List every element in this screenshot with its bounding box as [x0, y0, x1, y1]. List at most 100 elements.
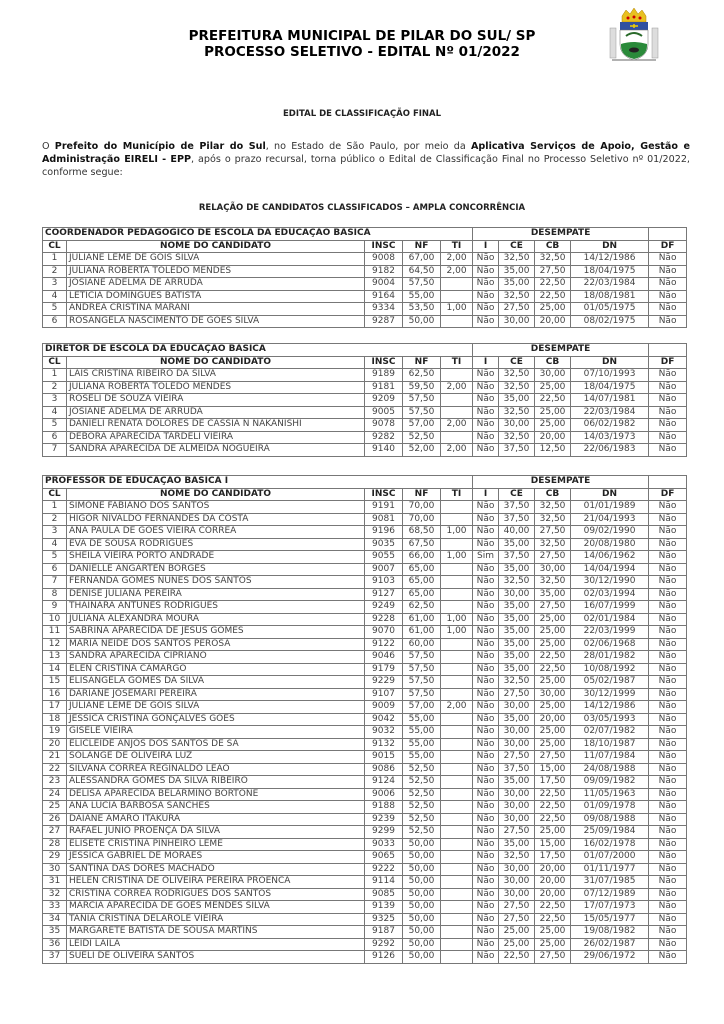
cell-ce: 32,50 — [498, 405, 536, 419]
cell-cl: 36 — [42, 937, 67, 951]
para-bold-text: Aplicativa Serviços de Apoio, Gestão e A… — [42, 141, 690, 165]
cell-i: Não — [472, 912, 500, 926]
cell-i: Não — [472, 512, 500, 526]
cell-insc: 9033 — [364, 837, 403, 851]
cell-dn: 07/10/1993 — [570, 368, 650, 382]
cell-name: ANA LUCIA BARBOSA SANCHES — [66, 800, 365, 814]
cell-df: Não — [648, 937, 688, 951]
cell-cb: 12,50 — [534, 443, 572, 457]
cell-df: Não — [648, 252, 688, 266]
cell-insc: 9191 — [364, 500, 403, 514]
cell-df: Não — [648, 912, 688, 926]
cell-df: Não — [648, 512, 688, 526]
desempate-header: DESEMPATE — [472, 227, 650, 241]
table-row: 9 THAINARA ANTUNES RODRIGUES 9249 62,50 Não 3… — [42, 600, 688, 614]
cell-df: Não — [648, 787, 688, 801]
cell-ti: 1,00 — [439, 525, 474, 539]
column-header-insc: INSC — [364, 487, 403, 501]
cell-name: DANIELI RENATA DOLORES DE CÁSSIA N NAKAN… — [66, 418, 365, 432]
cell-cb: 25,00 — [534, 725, 572, 739]
cell-dn: 28/01/1982 — [570, 650, 650, 664]
column-header-dn: DN — [570, 355, 650, 369]
cell-cb: 25,00 — [534, 637, 572, 651]
cell-i: Não — [472, 264, 500, 278]
para-text: , no Estado de São Paulo, por meio da — [265, 141, 471, 152]
cell-cl: 4 — [42, 405, 67, 419]
para-text: , após o prazo recursal, torna público o… — [42, 154, 690, 178]
cell-df: Não — [648, 637, 688, 651]
cell-cb: 27,50 — [534, 750, 572, 764]
cell-ce: 25,00 — [498, 925, 536, 939]
cell-nf: 50,00 — [402, 875, 441, 889]
column-header-cb: CB — [534, 487, 572, 501]
cell-i: Não — [472, 737, 500, 751]
cell-name: DANIELLE ANGARTEN BORGES — [66, 562, 365, 576]
cell-df: Não — [648, 575, 688, 589]
cell-ce: 35,00 — [498, 775, 536, 789]
cell-ti — [439, 393, 474, 407]
cell-cl: 18 — [42, 712, 67, 726]
cell-name: SILVANA CORRÊA REGINALDO LEÃO — [66, 762, 365, 776]
cell-dn: 22/03/1984 — [570, 405, 650, 419]
cell-df: Não — [648, 500, 688, 514]
cell-ce: 30,00 — [498, 800, 536, 814]
cell-dn: 11/05/1963 — [570, 787, 650, 801]
cell-dn: 26/02/1987 — [570, 937, 650, 951]
title-line-2: PROCESSO SELETIVO - EDITAL Nº 01/2022 — [204, 44, 520, 60]
cell-cl: 35 — [42, 925, 67, 939]
cell-cl: 1 — [42, 368, 67, 382]
cell-name: DENISE JULIANA PEREIRA — [66, 587, 365, 601]
cell-nf: 65,00 — [402, 575, 441, 589]
table-row: 1 LAIS CRISTINA RIBEIRO DA SILVA 9189 62,50… — [42, 368, 688, 382]
cell-name: DELISA APARECIDA BELARMINO BORTONE — [66, 787, 365, 801]
cell-df: Não — [648, 825, 688, 839]
table-row: 14 ELEN CRISTINA CAMARGO 9179 57,50 Não 35,00… — [42, 662, 688, 676]
cell-insc: 9179 — [364, 662, 403, 676]
cell-i: Não — [472, 575, 500, 589]
cell-nf: 55,00 — [402, 289, 441, 303]
cell-cb: 27,50 — [534, 600, 572, 614]
cell-ti: 2,00 — [439, 443, 474, 457]
cell-name: SANTINA DAS DORES MACHADO — [66, 862, 365, 876]
cell-cl: 3 — [42, 393, 67, 407]
column-header-cl: CL — [42, 487, 67, 501]
cell-name: ELISETE CRISTINA PINHEIRO LEME — [66, 837, 365, 851]
table-row: 22 SILVANA CORRÊA REGINALDO LEÃO 9086 52,50… — [42, 762, 688, 776]
cell-cb: 22,50 — [534, 912, 572, 926]
cell-insc: 9287 — [364, 314, 403, 328]
cell-df: Não — [648, 662, 688, 676]
cell-df: Não — [648, 737, 688, 751]
cell-ce: 32,50 — [498, 368, 536, 382]
cell-nf: 53,50 — [402, 302, 441, 316]
cell-i: Não — [472, 277, 500, 291]
cell-cb: 25,00 — [534, 612, 572, 626]
cell-i: Não — [472, 650, 500, 664]
cell-ti — [439, 500, 474, 514]
cell-df: Não — [648, 687, 688, 701]
cell-cb: 30,00 — [534, 687, 572, 701]
cell-df: Não — [648, 712, 688, 726]
cell-ce: 32,50 — [498, 289, 536, 303]
table-row: 5 ANDRÉA CRISTINA MARANI 9334 53,50 1,00 Não 2… — [42, 302, 688, 316]
cell-i: Sim — [472, 550, 500, 564]
cell-name: JULIANE LEME DE GÓIS SILVA — [66, 700, 365, 714]
cell-df: Não — [648, 525, 688, 539]
cell-df: Não — [648, 900, 688, 914]
cell-ti — [439, 725, 474, 739]
cell-df: Não — [648, 562, 688, 576]
cell-dn: 14/12/1986 — [570, 252, 650, 266]
cell-name: DAIANE AMARO ITAKURA — [66, 812, 365, 826]
cell-ce: 30,00 — [498, 314, 536, 328]
cell-df: Não — [648, 289, 688, 303]
cell-ti — [439, 762, 474, 776]
cell-insc: 9065 — [364, 850, 403, 864]
cell-ti: 2,00 — [439, 418, 474, 432]
table-row: 18 JÉSSICA CRISTINA GONÇALVES GÓES 9042 55,… — [42, 712, 688, 726]
cell-name: SIMONE FABIANO DOS SANTOS — [66, 500, 365, 514]
cell-ti — [439, 289, 474, 303]
cell-ti — [439, 950, 474, 964]
cell-ce: 35,00 — [498, 600, 536, 614]
cell-cb: 25,00 — [534, 737, 572, 751]
column-header-i: I — [472, 239, 500, 253]
table-row: 37 SUELI DE OLIVEIRA SANTOS 9126 50,00 Não 22… — [42, 950, 688, 964]
